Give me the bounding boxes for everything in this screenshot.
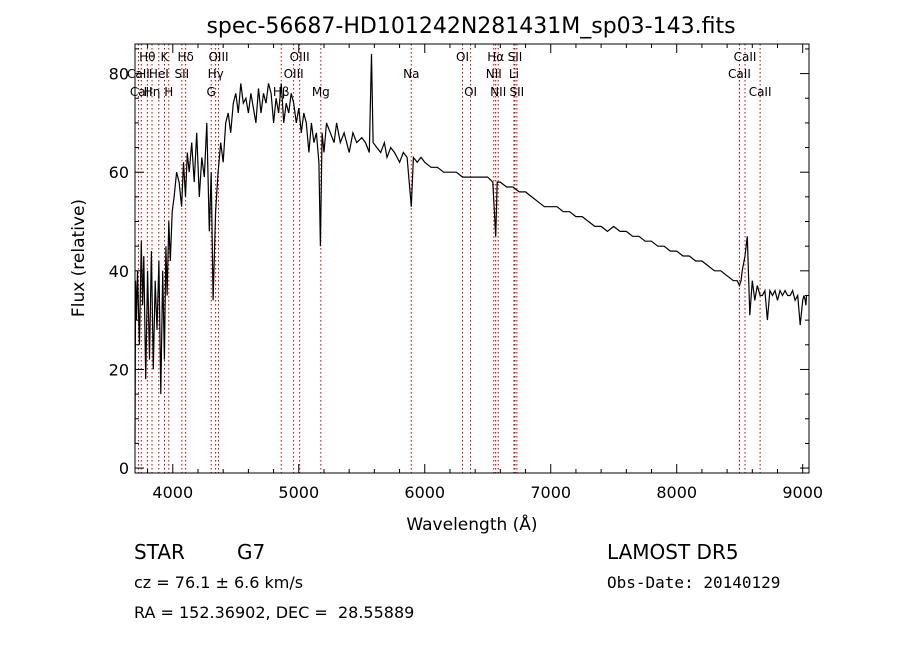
line-marker-label: Hα xyxy=(487,50,504,64)
y-tick-label: 20 xyxy=(109,360,129,379)
line-marker-label: Na xyxy=(403,67,419,81)
x-tick-label: 5000 xyxy=(278,483,319,502)
line-marker-label: OI xyxy=(464,85,477,99)
survey-label: LAMOST DR5 xyxy=(607,540,739,564)
x-axis-label: Wavelength (Å) xyxy=(406,513,537,535)
line-marker-label: OIII xyxy=(284,67,304,81)
line-marker-label: SII xyxy=(509,85,524,99)
line-marker-label: CaII xyxy=(728,67,751,81)
chart-title: spec-56687-HD101242N281431M_sp03-143.fit… xyxy=(206,14,735,39)
line-marker-label: Li xyxy=(509,67,519,81)
x-tick-label: 7000 xyxy=(530,483,571,502)
line-marker-label: H xyxy=(164,85,173,99)
line-marker-label: K xyxy=(161,50,170,64)
subclass-label: G7 xyxy=(237,540,266,564)
y-axis-label: Flux (relative) xyxy=(69,199,89,317)
line-marker-label: SII xyxy=(508,50,523,64)
y-tick-label: 40 xyxy=(109,262,129,281)
line-marker-label: NII xyxy=(486,67,502,81)
line-marker-label: HeI xyxy=(149,67,169,81)
redshift-text: cz = 76.1 ± 6.6 km/s xyxy=(134,573,304,592)
line-markers xyxy=(137,44,761,473)
class-label: STAR xyxy=(134,540,185,564)
line-marker-label: CaII xyxy=(734,50,757,64)
line-marker-label: Hη xyxy=(144,85,161,99)
x-tick-label: 4000 xyxy=(152,483,193,502)
line-marker-label: OIII xyxy=(290,50,310,64)
x-axis: 4000 5000 6000 7000 8000 9000 xyxy=(147,44,823,502)
line-marker-label: Hθ xyxy=(139,50,155,64)
line-marker-label: NII xyxy=(490,85,506,99)
line-marker-label: G xyxy=(207,85,216,99)
line-marker-label: SII xyxy=(175,67,190,81)
y-tick-label: 80 xyxy=(109,65,129,84)
y-tick-label: 60 xyxy=(109,163,129,182)
spectrum-line xyxy=(134,53,808,444)
line-marker-label: Mg xyxy=(312,85,330,99)
coordinates-text: RA = 152.36902, DEC = 28.55889 xyxy=(134,603,415,622)
y-tick-label: 0 xyxy=(119,459,129,478)
x-tick-label: 6000 xyxy=(404,483,445,502)
line-marker-label: Hγ xyxy=(208,67,224,81)
y-axis: 0 20 40 60 80 xyxy=(109,48,809,478)
line-marker-label: Hδ xyxy=(177,50,193,64)
obs-date-text: Obs-Date: 20140129 xyxy=(607,573,781,592)
line-marker-label: CaII xyxy=(130,85,153,99)
line-marker-label: CaII xyxy=(749,85,772,99)
plot-frame xyxy=(134,43,810,474)
line-marker-label: OI xyxy=(456,50,469,64)
line-marker-label: OIII xyxy=(208,50,228,64)
x-tick-label: 8000 xyxy=(656,483,697,502)
x-tick-label: 9000 xyxy=(782,483,823,502)
